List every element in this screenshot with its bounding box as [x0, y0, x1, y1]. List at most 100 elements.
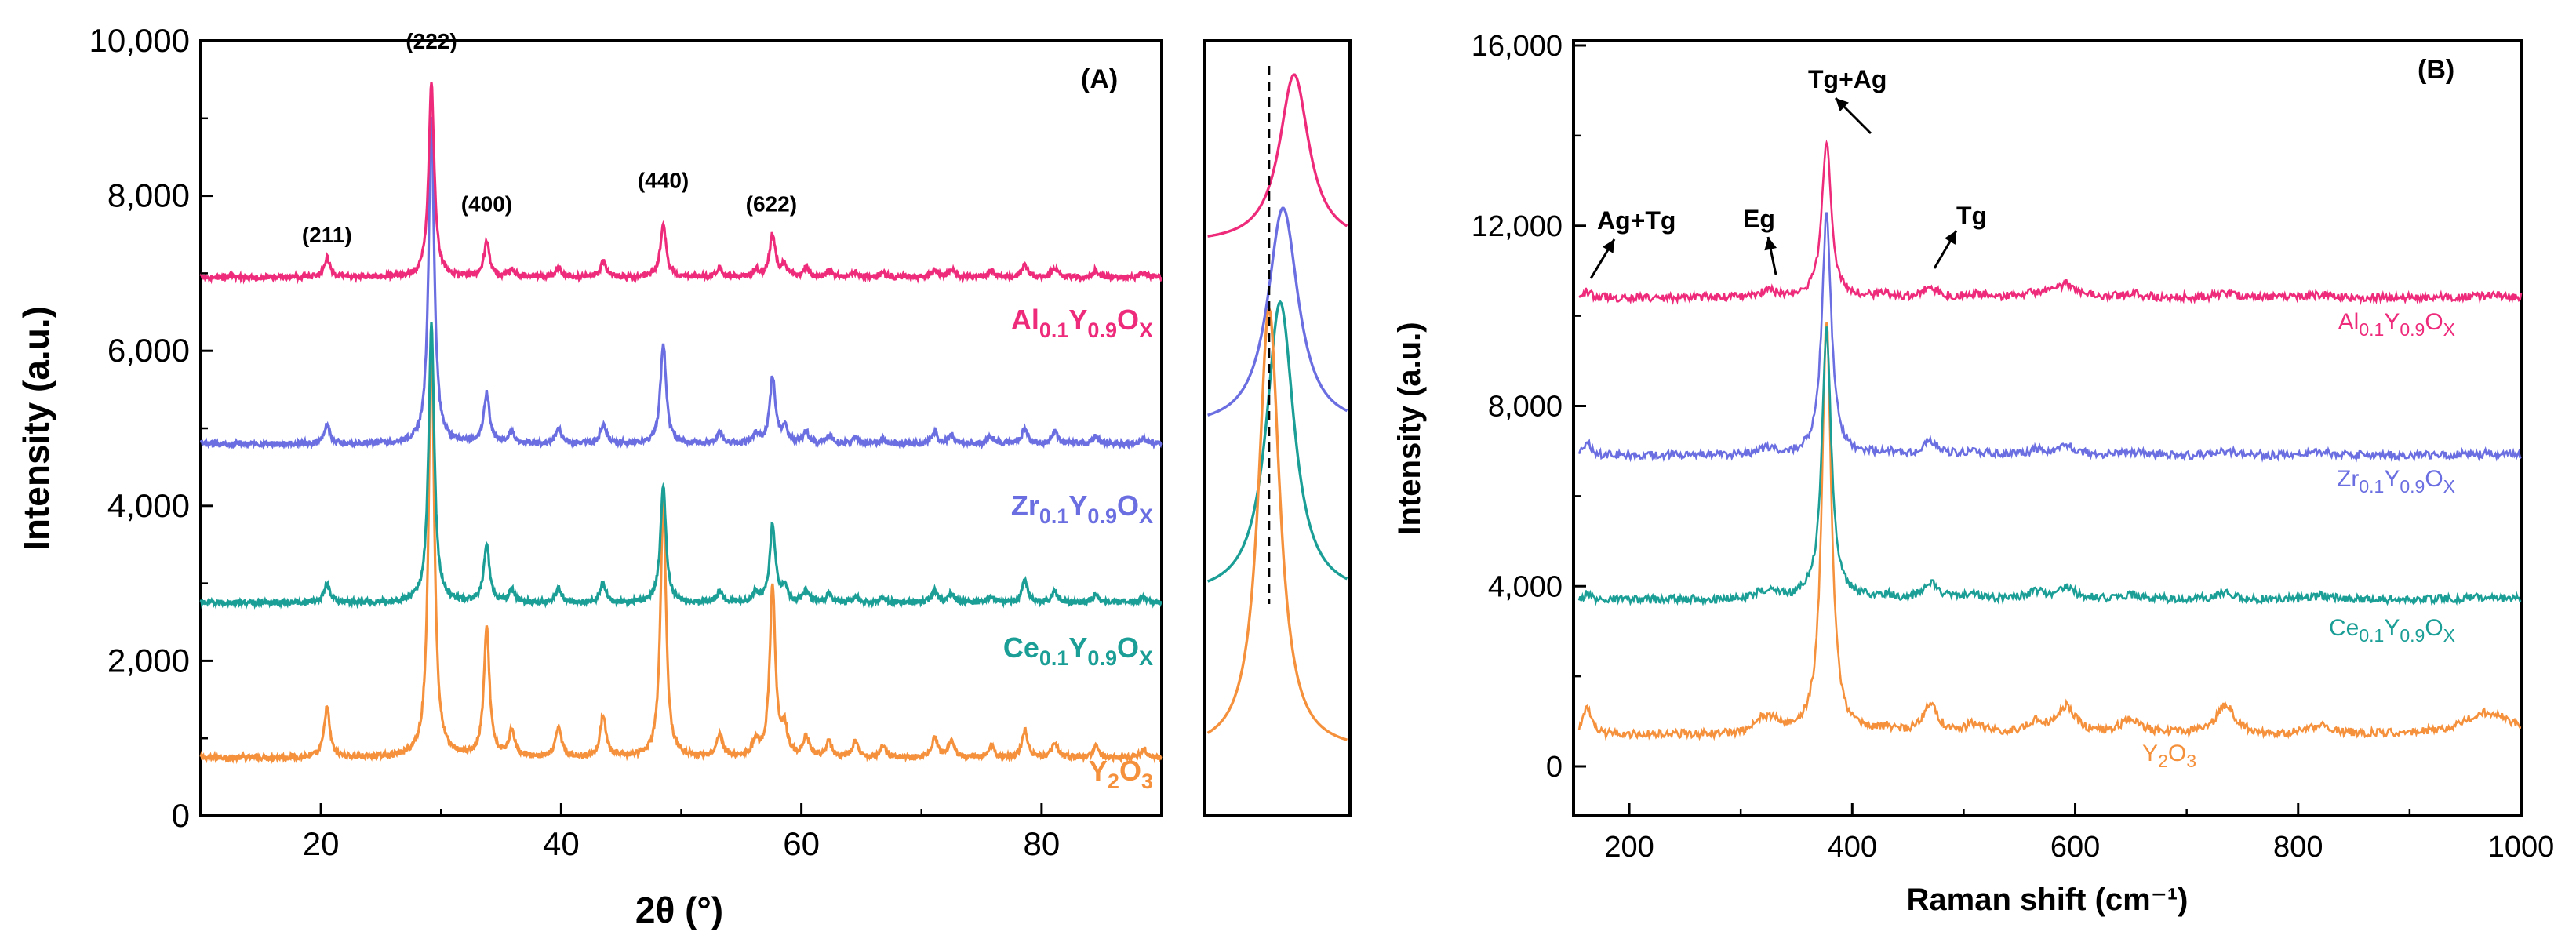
series-label-element: Y — [2142, 741, 2158, 766]
panel-b: 200 400 600 800 1000 0 4,000 8,000 12,000 16,000 A… — [1472, 30, 2555, 864]
annotation-arrowhead — [1764, 237, 1777, 251]
x-tick-label: 20 — [303, 825, 340, 862]
x-tick-label: 400 — [1828, 831, 1877, 864]
raman-series-line — [1578, 139, 2523, 306]
y-tick-label: 6,000 — [107, 332, 190, 369]
panel-b-y-axis-title: Intensity (a.u.) — [1392, 322, 1427, 534]
inset-series-line — [1207, 300, 1348, 583]
y-tick-label: 16,000 — [1472, 30, 1563, 63]
panel-b-frame — [1572, 39, 2523, 817]
series-label-element: O — [1117, 304, 1139, 336]
series-label-subscript: 0.9 — [2400, 625, 2425, 646]
series-label-element: O — [2168, 741, 2186, 766]
series-label-subscript: 0.1 — [2359, 476, 2384, 497]
xrd-series-line — [199, 116, 1163, 451]
series-label-element: O — [1117, 490, 1139, 522]
panel-a-plot — [199, 82, 1163, 765]
panel-a-label: (A) — [1081, 64, 1118, 94]
raman-series-line — [1577, 326, 2522, 607]
y-tick-label: 8,000 — [1488, 391, 1563, 424]
series-label-element: Y — [2384, 309, 2400, 335]
series-label: Zr0.1Y0.9OX — [2337, 466, 2455, 497]
x-tick-label: 1000 — [2488, 831, 2555, 864]
x-tick-label: 800 — [2273, 831, 2323, 864]
peak-annotation: Tg — [1956, 202, 1987, 230]
x-tick-label: 40 — [543, 825, 580, 862]
panel-a: 20 40 60 80 0 2,000 4,000 6,000 8,000 10,000 (211)… — [89, 22, 1163, 862]
peak-label: (440) — [638, 169, 689, 193]
series-label-subscript: 0.1 — [1039, 504, 1069, 528]
series-label-subscript: 0.9 — [2400, 319, 2425, 340]
panel-a-frame — [199, 39, 1163, 817]
series-label-subscript: 3 — [2186, 751, 2196, 771]
series-label-element: O — [1119, 755, 1141, 787]
series-label-element: Y — [2384, 466, 2400, 492]
y-tick-label: 10,000 — [89, 22, 190, 59]
peak-annotation: Ag+Tg — [1597, 206, 1675, 235]
xrd-series-line — [199, 329, 1163, 765]
series-label-subscript: 0.9 — [2400, 476, 2425, 497]
series-label-element: Al — [1011, 304, 1039, 336]
series-label-subscript: X — [1139, 646, 1153, 670]
series-label-subscript: 0.1 — [1039, 318, 1069, 342]
panel-b-axes: 200 400 600 800 1000 0 4,000 8,000 12,000 16,000 A… — [1472, 30, 2555, 864]
y-tick-label: 8,000 — [107, 177, 190, 214]
series-label-subscript: 0.1 — [2359, 319, 2384, 340]
panel-a-axes: 20 40 60 80 0 2,000 4,000 6,000 8,000 10,000 (211)… — [89, 22, 1163, 862]
x-tick-label: 200 — [1604, 831, 1654, 864]
series-label-subscript: X — [2443, 476, 2455, 497]
panel-a-x-axis-title: 2θ (°) — [635, 890, 723, 930]
series-label-subscript: 0.1 — [2359, 625, 2384, 646]
series-label-subscript: 0.9 — [1087, 504, 1117, 528]
series-label-element: Y — [1068, 631, 1087, 664]
xrd-series-line — [199, 82, 1163, 285]
y-tick-label: 4,000 — [1488, 570, 1563, 603]
series-label-element: Y — [1068, 490, 1087, 522]
x-tick-label: 60 — [783, 825, 820, 862]
y-tick-label: 2,000 — [107, 642, 190, 679]
series-label-element: Y — [1089, 755, 1108, 787]
series-label-subscript: 0.9 — [1087, 318, 1117, 342]
inset-series-line — [1206, 304, 1348, 741]
inset-series-line — [1207, 73, 1348, 238]
inset-frame — [1203, 39, 1352, 817]
series-label: Ce0.1Y0.9OX — [2329, 615, 2455, 646]
annotation-arrowhead — [1602, 239, 1614, 253]
series-label-element: Y — [1068, 304, 1087, 336]
series-label-subscript: X — [1139, 504, 1153, 528]
peak-annotation: Tg+Ag — [1808, 65, 1887, 93]
series-label-subscript: X — [1139, 318, 1153, 342]
series-label-element: Ce — [2329, 615, 2359, 641]
raman-series-line — [1577, 212, 2522, 463]
panel-b-x-axis-title: Raman shift (cm⁻¹) — [1907, 883, 2189, 917]
peak-label: (400) — [461, 191, 512, 216]
series-label: Zr0.1Y0.9OX — [1011, 490, 1153, 528]
inset-plot — [1206, 66, 1348, 741]
panel-b-label: (B) — [2418, 55, 2454, 85]
peak-annotation: Eg — [1743, 205, 1775, 233]
series-label-element: Al — [2338, 309, 2360, 335]
series-label-element: O — [2425, 466, 2443, 492]
y-tick-label: 4,000 — [107, 487, 190, 524]
series-label-subscript: 0.1 — [1039, 646, 1069, 670]
raman-series-line — [1577, 322, 2522, 741]
peak-label: (211) — [302, 223, 352, 247]
series-label-subscript: X — [2443, 319, 2455, 340]
y-tick-label: 12,000 — [1472, 210, 1563, 243]
series-label-element: Zr — [1011, 490, 1039, 522]
inset-series-line — [1207, 206, 1348, 417]
series-label: Al0.1Y0.9OX — [2338, 309, 2455, 340]
x-tick-label: 80 — [1024, 825, 1061, 862]
series-label: Y2O3 — [1089, 755, 1153, 793]
series-label-subscript: 2 — [2158, 751, 2168, 771]
series-label: Al0.1Y0.9OX — [1011, 304, 1153, 342]
series-label-subscript: 2 — [1108, 770, 1119, 793]
series-label-subscript: 0.9 — [1087, 646, 1117, 670]
panel-a-y-axis-title: Intensity (a.u.) — [16, 306, 56, 551]
series-label-subscript: X — [2443, 625, 2455, 646]
series-label: Y2O3 — [2142, 741, 2196, 771]
series-label-element: O — [2425, 309, 2443, 335]
series-label-subscript: 3 — [1141, 770, 1153, 793]
inset-panel — [1203, 39, 1352, 817]
